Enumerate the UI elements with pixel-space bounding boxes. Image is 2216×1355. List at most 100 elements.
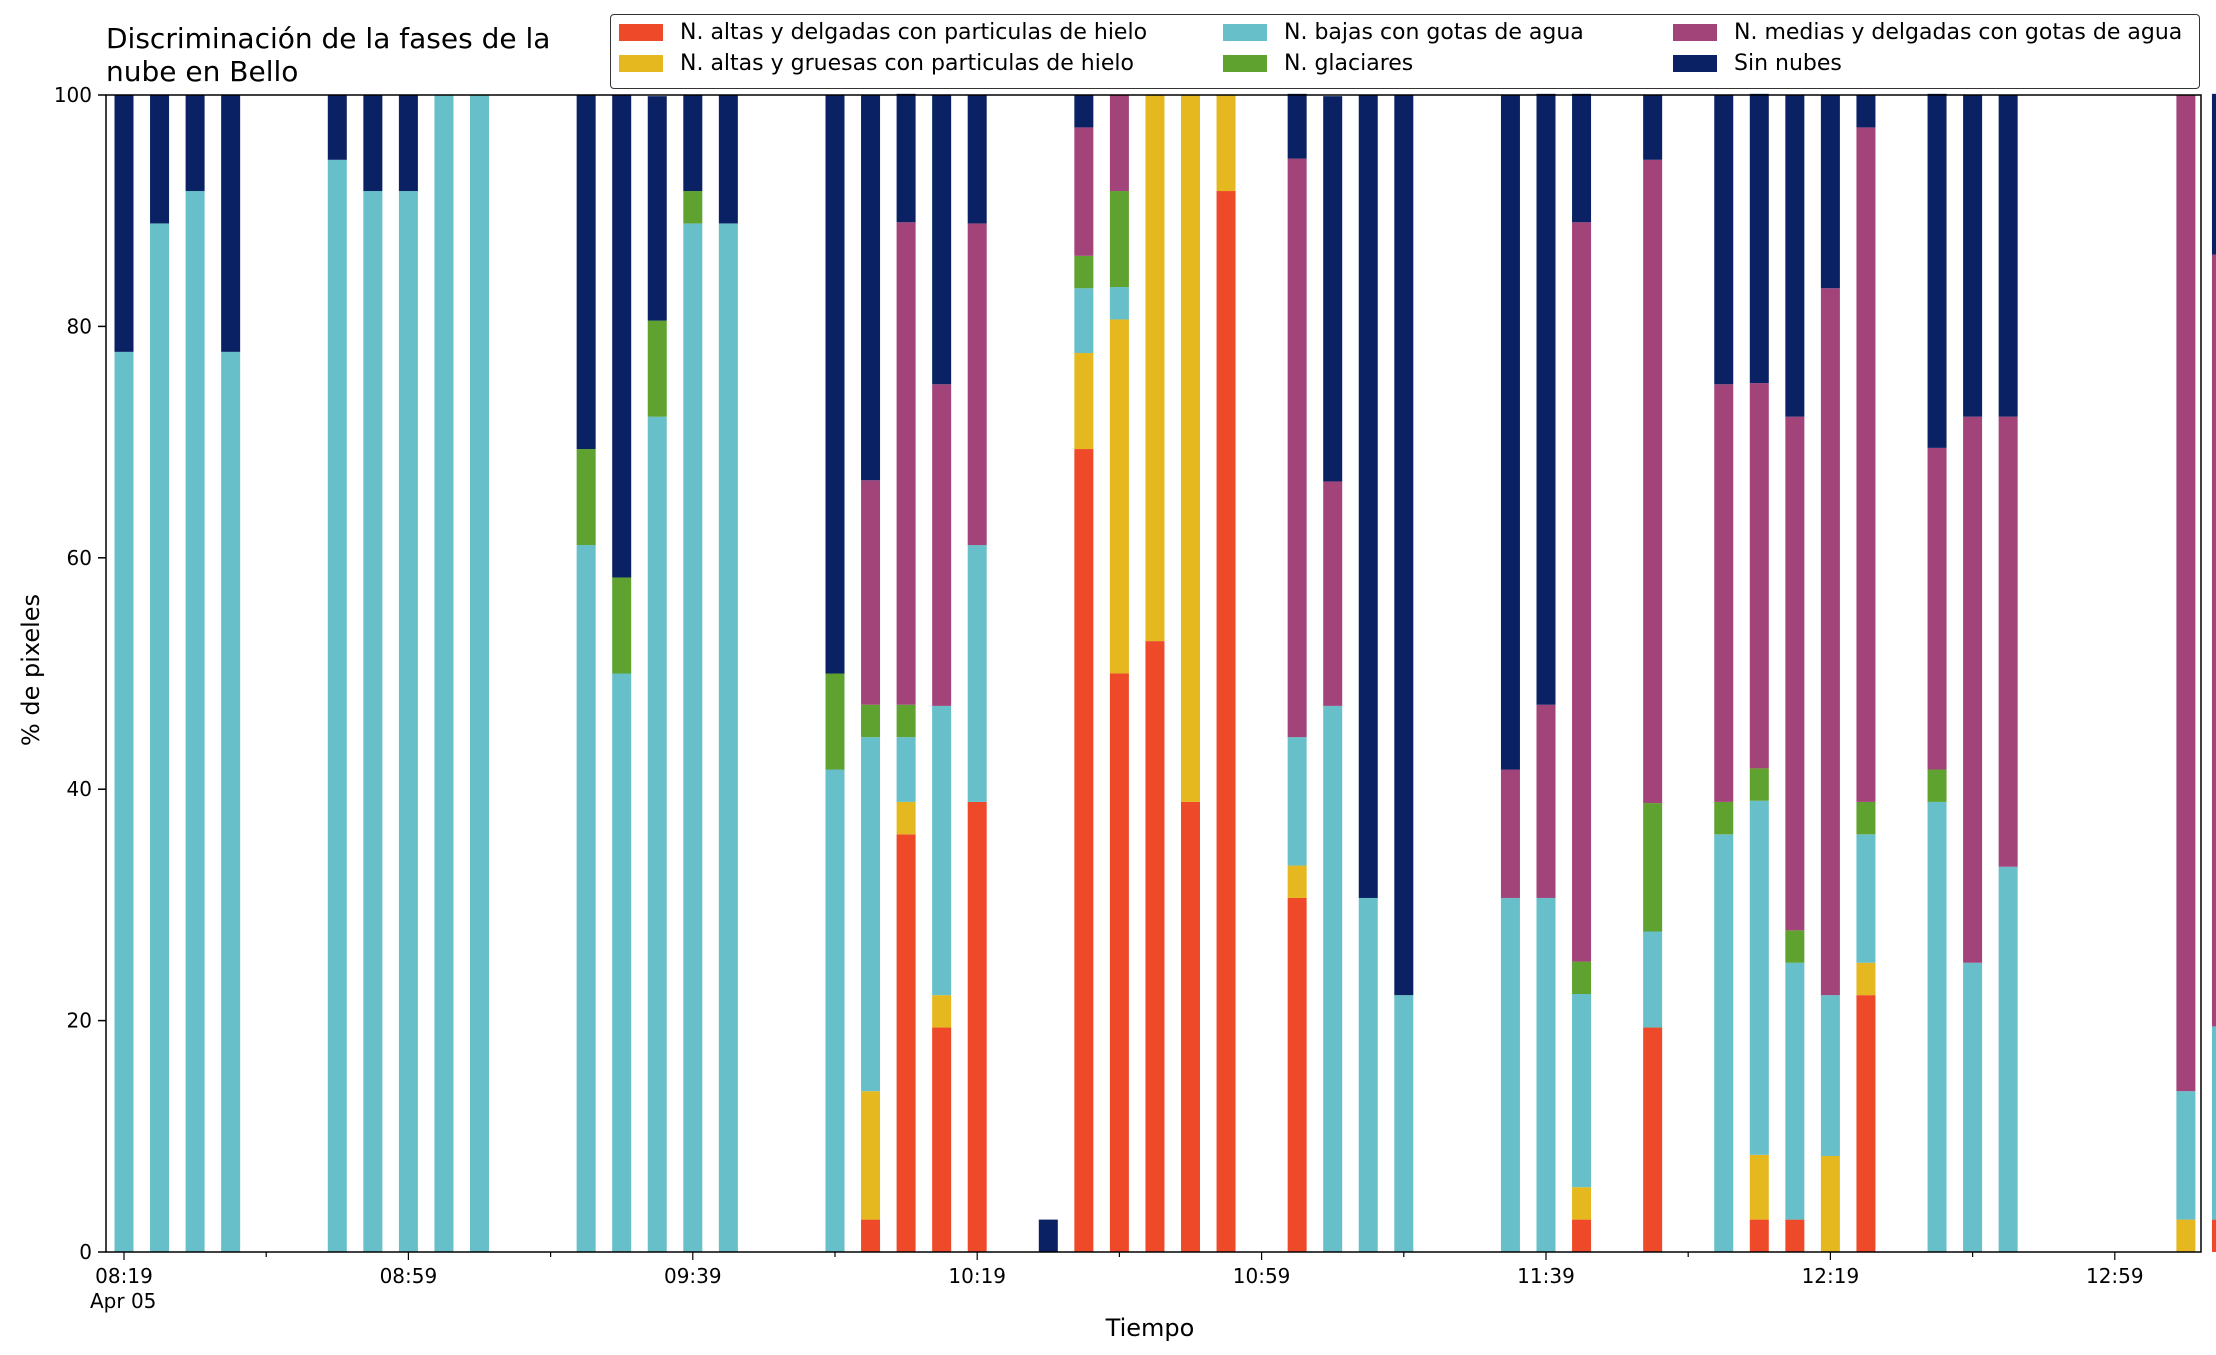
x-tick-label: 10:59 bbox=[1233, 1264, 1291, 1288]
y-tick-label: 0 bbox=[79, 1240, 92, 1264]
bar-segment-s3-slot14 bbox=[612, 577, 632, 674]
bar-segment-s5-slot48 bbox=[1820, 95, 1840, 289]
y-tick-label: 20 bbox=[67, 1009, 92, 1033]
bar-segment-s2-slot34 bbox=[1323, 705, 1343, 1252]
legend-label: N. glaciares bbox=[1284, 51, 1414, 76]
bar-segment-s5-slot35 bbox=[1358, 95, 1378, 898]
bar-segment-s0-slot22 bbox=[896, 834, 916, 1252]
bar-segment-s5-slot34 bbox=[1323, 96, 1343, 482]
y-axis: 0 20 40 60 80 100 bbox=[54, 83, 106, 1264]
bar-segment-s5-slot59 bbox=[2211, 93, 2216, 255]
bar-segment-s5-slot40 bbox=[1536, 93, 1556, 705]
bar-segment-s1-slot22 bbox=[896, 801, 916, 835]
bar-segment-s2-slot40 bbox=[1536, 897, 1556, 1252]
bar-segment-s4-slot51 bbox=[1927, 447, 1947, 770]
bar-segment-s5-slot22 bbox=[896, 93, 916, 223]
bar-segment-s5-slot26 bbox=[1038, 1219, 1058, 1252]
legend-item: N. medias y delgadas con gotas de agua bbox=[1673, 20, 2182, 45]
bar-segment-s2-slot49 bbox=[1856, 834, 1876, 963]
bar-segment-s5-slot41 bbox=[1572, 93, 1592, 223]
legend-label: N. medias y delgadas con gotas de agua bbox=[1734, 20, 2183, 45]
x-tick-label: 12:19 bbox=[1802, 1264, 1860, 1288]
bar-segment-s4-slot45 bbox=[1714, 384, 1734, 802]
bar-segment-s1-slot23 bbox=[932, 995, 952, 1028]
bar-segment-s3-slot27 bbox=[1074, 255, 1094, 289]
plot-frame bbox=[105, 94, 2202, 1253]
bar-segment-s2-slot15 bbox=[647, 416, 667, 1252]
bar-segment-s2-slot3 bbox=[221, 351, 241, 1252]
bar-segment-s2-slot13 bbox=[576, 545, 596, 1252]
bar-segment-s3-slot15 bbox=[647, 320, 667, 417]
bar-segment-s4-slot40 bbox=[1536, 704, 1556, 898]
bar-segment-s1-slot33 bbox=[1287, 865, 1307, 898]
bar-segment-s2-slot21 bbox=[861, 737, 881, 1092]
bar-segment-s2-slot33 bbox=[1287, 737, 1307, 866]
bar-segment-s1-slot49 bbox=[1856, 962, 1876, 996]
y-tick-label: 40 bbox=[67, 777, 92, 801]
bar-segment-s5-slot20 bbox=[825, 95, 845, 674]
bar-segment-s2-slot9 bbox=[434, 95, 454, 1252]
bar-segment-s5-slot6 bbox=[327, 95, 347, 160]
bar-segment-s5-slot2 bbox=[185, 95, 205, 192]
x-axis-label: Tiempo bbox=[1105, 1314, 1195, 1342]
bar-segment-s1-slot41 bbox=[1572, 1187, 1592, 1220]
x-axis: 08:19 08:59 09:39 10:19 10:59 11:39 12:19 12:59… bbox=[90, 1252, 2144, 1313]
bar-segment-s2-slot41 bbox=[1572, 993, 1592, 1188]
bar-segment-s4-slot33 bbox=[1287, 158, 1307, 738]
bar-segment-s5-slot51 bbox=[1927, 93, 1947, 448]
bar-segment-s2-slot10 bbox=[470, 95, 489, 1252]
bar-segment-s0-slot33 bbox=[1287, 897, 1307, 1252]
bar-segment-s4-slot46 bbox=[1749, 383, 1769, 769]
bar-segment-s2-slot8 bbox=[398, 191, 418, 1252]
bar-segment-s4-slot34 bbox=[1323, 481, 1343, 706]
bar-segment-s2-slot28 bbox=[1109, 287, 1129, 320]
bar-segment-s3-slot22 bbox=[896, 704, 916, 738]
legend-swatch bbox=[1673, 55, 1717, 72]
legend-swatch bbox=[619, 24, 663, 41]
bar-segment-s2-slot6 bbox=[327, 159, 347, 1253]
bar-segment-s4-slot48 bbox=[1820, 288, 1840, 996]
legend-item: N. altas y gruesas con particulas de hie… bbox=[619, 51, 1134, 76]
bar-segment-s2-slot48 bbox=[1820, 995, 1840, 1156]
bar-segment-s2-slot23 bbox=[932, 705, 952, 996]
bar-segment-s2-slot39 bbox=[1500, 897, 1520, 1252]
bar-segment-s4-slot59 bbox=[2211, 254, 2216, 1027]
bar-segment-s3-slot20 bbox=[825, 673, 845, 770]
bar-segment-s5-slot3 bbox=[221, 95, 241, 352]
bar-segment-s4-slot22 bbox=[896, 222, 916, 705]
bar-segment-s3-slot46 bbox=[1749, 768, 1769, 801]
bar-segment-s3-slot45 bbox=[1714, 801, 1734, 835]
bar-segment-s5-slot52 bbox=[1963, 95, 1983, 417]
legend: N. altas y delgadas con particulas de hi… bbox=[610, 14, 2200, 89]
bar-segment-s1-slot48 bbox=[1820, 1155, 1840, 1252]
bar-segment-s5-slot27 bbox=[1074, 95, 1094, 128]
legend-label: N. bajas con gotas de agua bbox=[1284, 20, 1584, 45]
y-tick-label: 80 bbox=[67, 314, 92, 338]
bar-segment-s3-slot16 bbox=[683, 191, 703, 224]
bar-segment-s3-slot49 bbox=[1856, 801, 1876, 835]
bar-segment-s2-slot46 bbox=[1749, 800, 1769, 1155]
legend-label: N. altas y gruesas con particulas de hie… bbox=[680, 51, 1134, 76]
bar-segment-s5-slot33 bbox=[1287, 93, 1307, 159]
bar-segment-s2-slot47 bbox=[1785, 962, 1805, 1220]
bar-segment-s4-slot41 bbox=[1572, 222, 1592, 962]
bar-segment-s1-slot28 bbox=[1109, 319, 1129, 674]
bar-segment-s5-slot14 bbox=[612, 95, 632, 578]
bar-segment-s4-slot39 bbox=[1500, 769, 1520, 898]
bar-segment-s0-slot30 bbox=[1181, 801, 1200, 1252]
x-tick-label: 08:19 bbox=[95, 1264, 153, 1288]
x-date-label: Apr 05 bbox=[90, 1289, 156, 1313]
legend-item: N. glaciares bbox=[1223, 51, 1413, 76]
bar-segment-s0-slot21 bbox=[861, 1219, 881, 1252]
bar-segment-s2-slot27 bbox=[1074, 288, 1094, 354]
bar-segment-s0-slot31 bbox=[1216, 191, 1236, 1252]
bar-segment-s3-slot47 bbox=[1785, 930, 1805, 963]
bar-segment-s2-slot2 bbox=[185, 191, 205, 1252]
bar-segment-s5-slot16 bbox=[683, 95, 703, 192]
bar-segment-s0-slot24 bbox=[967, 801, 987, 1252]
bar-segment-s0-slot29 bbox=[1145, 641, 1165, 1252]
bar-segment-s0-slot41 bbox=[1572, 1219, 1592, 1252]
bar-segment-s5-slot15 bbox=[647, 96, 667, 321]
x-tick-label: 09:39 bbox=[664, 1264, 722, 1288]
